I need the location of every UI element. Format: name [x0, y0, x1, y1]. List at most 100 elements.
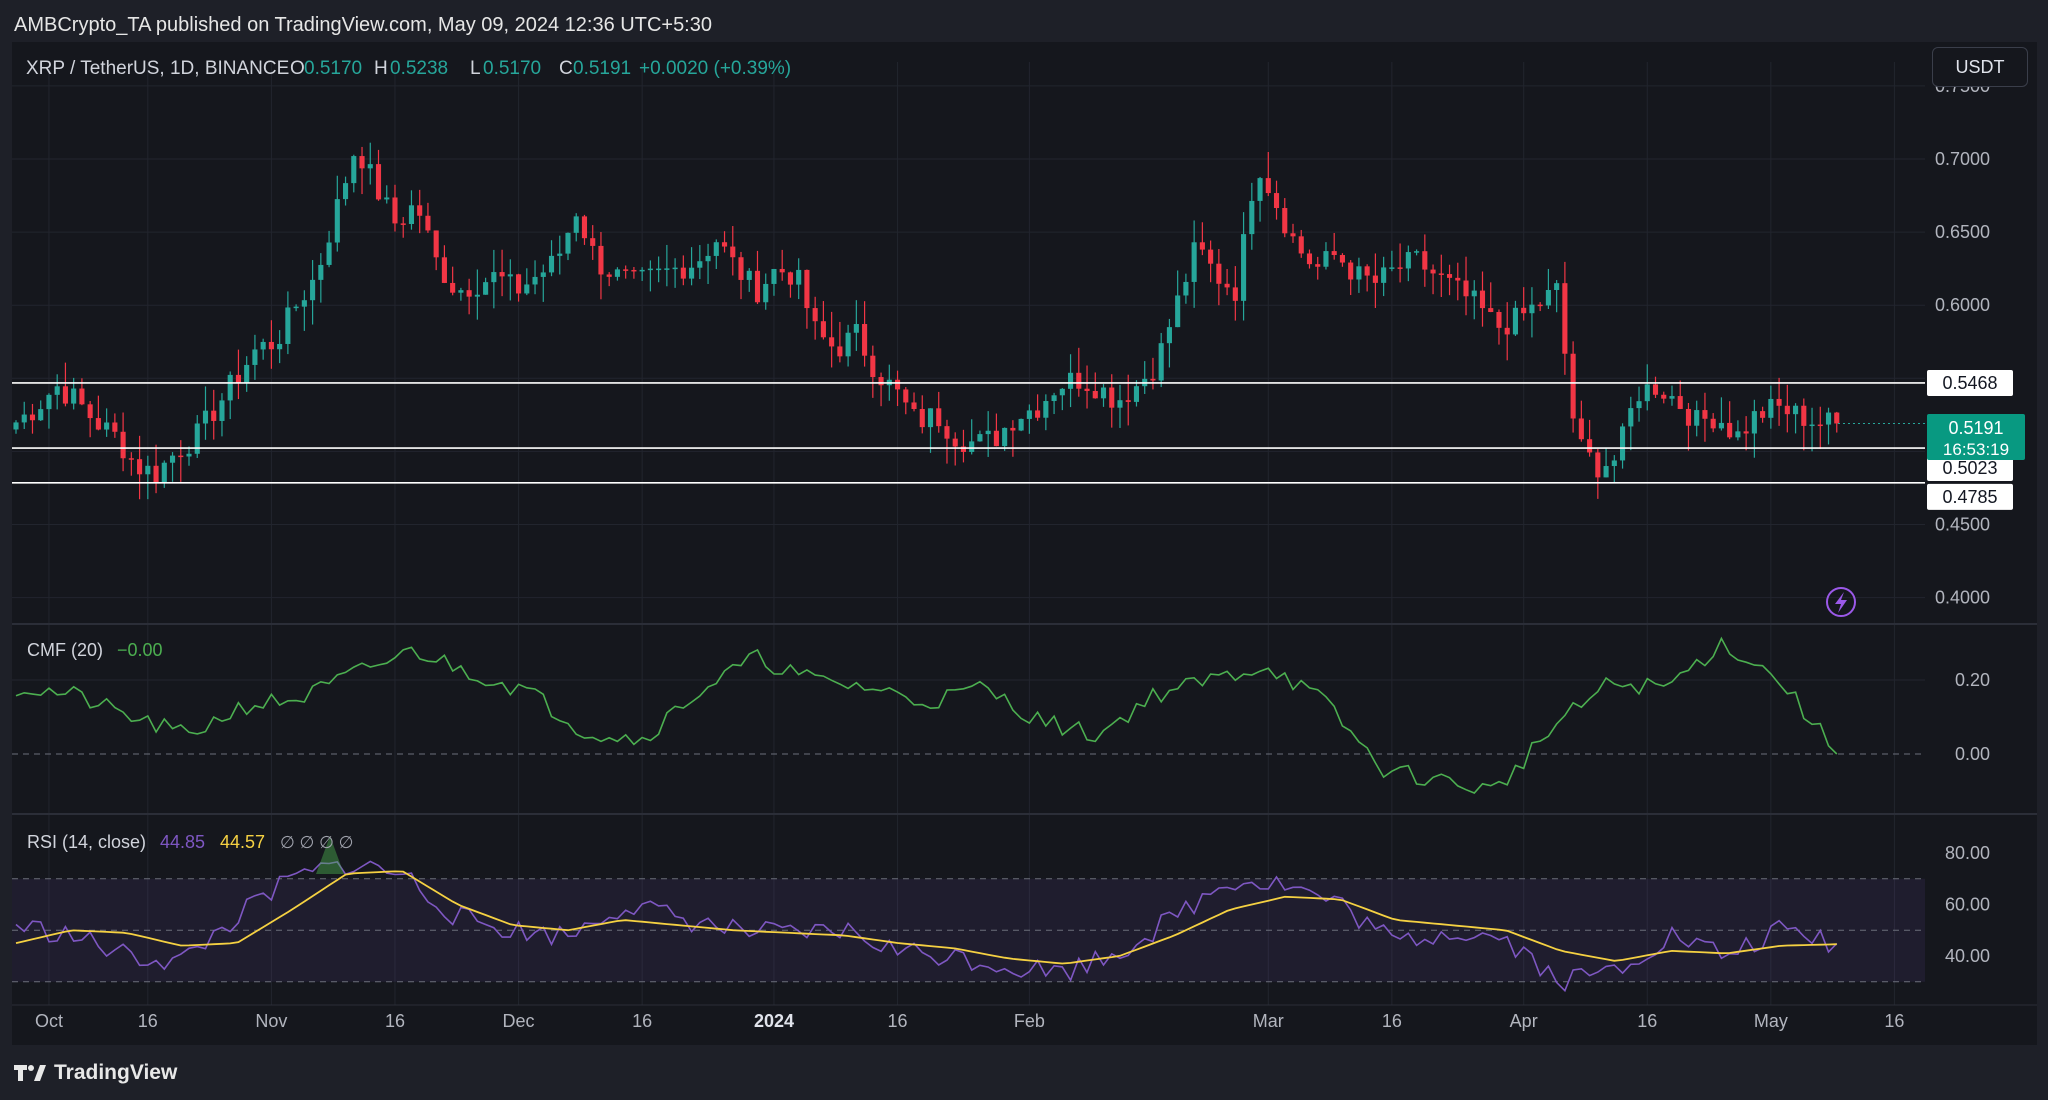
candle-body[interactable] [730, 246, 736, 258]
tradingview-logo[interactable]: TradingView [14, 1061, 177, 1085]
candle-body[interactable] [112, 422, 118, 432]
candle-body[interactable] [491, 272, 497, 283]
candle-body[interactable] [516, 274, 522, 294]
candle-body[interactable] [557, 253, 563, 256]
candle-body[interactable] [54, 386, 60, 395]
candle-body[interactable] [1628, 408, 1634, 427]
candle-body[interactable] [639, 269, 645, 272]
candle-body[interactable] [1776, 398, 1782, 406]
candle-body[interactable] [820, 321, 826, 338]
candle-body[interactable] [1496, 312, 1502, 328]
candle-body[interactable] [1735, 431, 1741, 438]
candle-body[interactable] [1241, 234, 1247, 301]
candle-body[interactable] [21, 414, 27, 423]
candle-body[interactable] [1570, 353, 1576, 419]
candle-body[interactable] [614, 269, 620, 277]
candle-body[interactable] [450, 282, 456, 293]
candle-body[interactable] [1414, 251, 1420, 253]
candle-body[interactable] [1603, 466, 1609, 478]
candle-body[interactable] [1652, 384, 1659, 395]
candle-body[interactable] [1463, 280, 1469, 297]
candle-body[interactable] [1446, 274, 1453, 278]
candle-body[interactable] [46, 394, 52, 410]
candle-body[interactable] [342, 183, 349, 200]
candle-body[interactable] [573, 216, 579, 233]
candle-body[interactable] [466, 290, 472, 297]
candle-body[interactable] [812, 308, 818, 322]
candle-body[interactable] [870, 355, 876, 378]
candle-body[interactable] [903, 389, 909, 403]
candle-body[interactable] [1232, 287, 1238, 301]
candle-body[interactable] [977, 434, 983, 442]
candle-body[interactable] [1389, 267, 1395, 269]
candle-body[interactable] [1331, 251, 1337, 256]
candle-body[interactable] [1381, 267, 1387, 283]
candle-body[interactable] [334, 199, 340, 243]
candle-body[interactable] [483, 282, 489, 295]
candle-body[interactable] [623, 269, 629, 271]
candle-body[interactable] [944, 426, 950, 439]
candle-body[interactable] [1430, 269, 1436, 274]
candle-body[interactable] [277, 343, 283, 350]
candle-body[interactable] [1512, 307, 1519, 335]
candle-body[interactable] [878, 377, 884, 386]
candle-body[interactable] [458, 290, 464, 293]
candle-body[interactable] [960, 446, 967, 452]
candle-body[interactable] [1372, 275, 1378, 283]
candle-body[interactable] [1125, 400, 1131, 402]
candle-body[interactable] [1817, 424, 1823, 427]
candle-body[interactable] [524, 284, 530, 294]
candle-body[interactable] [1809, 424, 1815, 427]
candle-body[interactable] [1282, 208, 1288, 234]
candle-body[interactable] [713, 242, 719, 256]
candle-body[interactable] [829, 337, 835, 347]
candle-body[interactable] [804, 269, 810, 309]
candle-body[interactable] [532, 276, 538, 285]
candle-body[interactable] [1488, 308, 1494, 313]
candle-body[interactable] [79, 388, 85, 405]
candle-body[interactable] [1191, 242, 1197, 282]
candle-body[interactable] [1595, 452, 1601, 478]
candle-body[interactable] [1471, 290, 1477, 297]
candle-body[interactable] [581, 216, 588, 239]
candle-body[interactable] [1356, 266, 1362, 280]
candle-body[interactable] [1323, 251, 1329, 267]
candle-body[interactable] [95, 418, 101, 430]
candle-body[interactable] [1801, 405, 1807, 426]
candle-body[interactable] [194, 423, 200, 454]
candle-body[interactable] [244, 364, 250, 384]
candle-body[interactable] [1438, 273, 1444, 275]
candle-body[interactable] [285, 307, 291, 344]
candle-body[interactable] [1694, 410, 1700, 426]
candle-body[interactable] [408, 205, 415, 224]
candle-body[interactable] [351, 156, 357, 184]
candle-body[interactable] [1166, 327, 1172, 344]
candle-body[interactable] [137, 459, 143, 475]
candle-body[interactable] [104, 422, 110, 430]
candle-body[interactable] [1834, 412, 1840, 424]
chart-frame[interactable] [12, 42, 2037, 1045]
candle-body[interactable] [227, 374, 233, 401]
candle-body[interactable] [38, 409, 44, 421]
candle-body[interactable] [1059, 388, 1065, 396]
candle-body[interactable] [796, 269, 802, 285]
candle-body[interactable] [1224, 283, 1230, 288]
candle-body[interactable] [1727, 422, 1733, 438]
candle-body[interactable] [1100, 387, 1107, 399]
candle-body[interactable] [1685, 408, 1692, 426]
candle-body[interactable] [441, 257, 447, 283]
candle-body[interactable] [672, 267, 678, 270]
candle-body[interactable] [268, 341, 274, 350]
candle-body[interactable] [375, 164, 382, 200]
candle-body[interactable] [326, 242, 332, 265]
candle-body[interactable] [1718, 422, 1724, 429]
candle-body[interactable] [1611, 460, 1617, 467]
candle-body[interactable] [301, 300, 307, 307]
currency-button[interactable]: USDT [1932, 47, 2028, 87]
candle-body[interactable] [705, 255, 711, 262]
candle-body[interactable] [384, 197, 390, 200]
lightning-icon[interactable] [1826, 587, 1856, 617]
candle-body[interactable] [400, 223, 406, 225]
candle-body[interactable] [367, 164, 373, 169]
candle-body[interactable] [1249, 200, 1255, 235]
